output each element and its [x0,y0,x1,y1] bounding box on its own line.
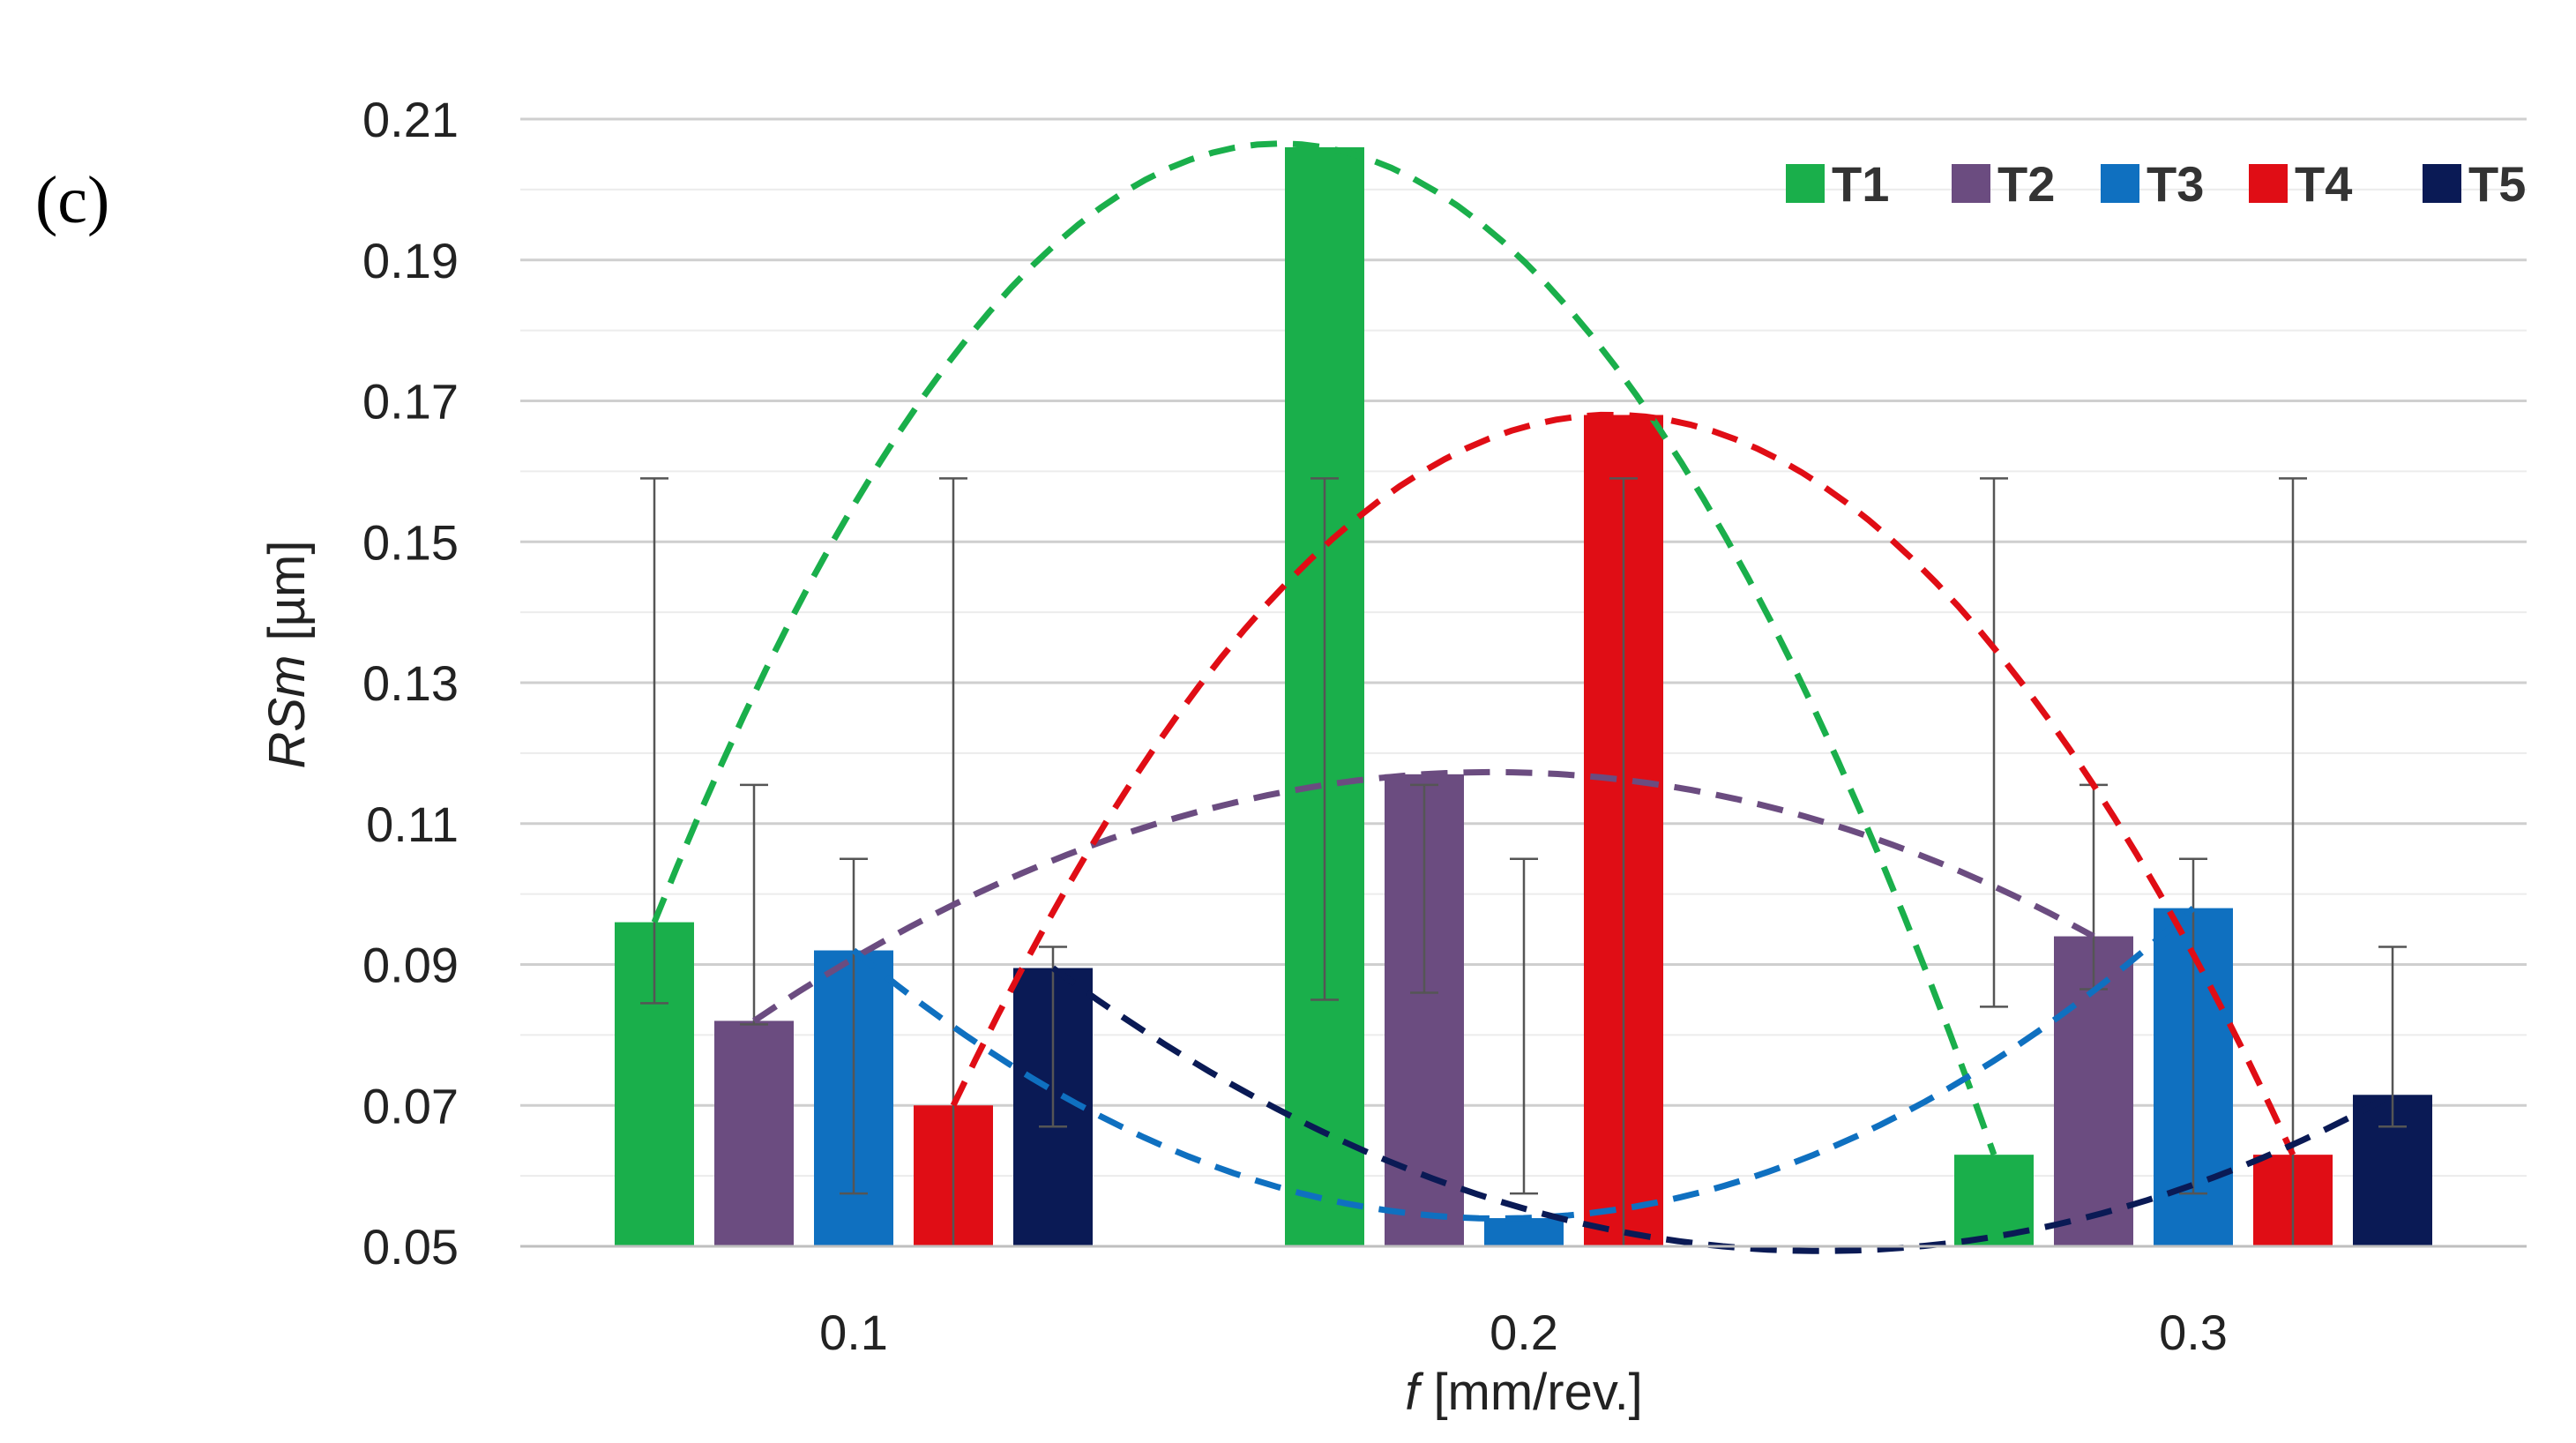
legend-item-t5: T5 [2423,156,2526,212]
x-tick-labels: 0.1 0.2 0.3 [819,1305,2228,1360]
legend-swatch [2249,164,2288,203]
legend-label: T2 [1997,156,2055,212]
error-bar-t3-f0.1 [840,857,868,1195]
legend-swatch [1786,164,1825,203]
y-tick-label: 0.09 [362,938,459,993]
trendline-t2 [752,768,2095,1024]
error-bar-t1-f0.2 [1310,477,1339,1001]
error-bar-t3-f0.2 [1510,857,1538,1195]
y-tick-label: 0.19 [362,233,459,288]
x-tick-label: 0.1 [819,1305,888,1360]
y-tick-label: 0.05 [362,1219,459,1275]
x-tick-label: 0.3 [2159,1305,2228,1360]
legend-item-t2: T2 [1952,156,2055,212]
error-bars [640,477,2407,1248]
y-tick-label: 0.21 [362,92,459,147]
legend-label: T3 [2147,156,2204,212]
legend-item-t1: T1 [1786,156,1889,212]
legend-item-t3: T3 [2101,156,2204,212]
error-bar-t4-f0.3 [2279,477,2307,1248]
trendline-t4 [950,411,2296,1156]
legend-swatch [2101,164,2139,203]
y-tick-label: 0.07 [362,1078,459,1133]
legend-label: T1 [1832,156,1889,212]
trendline-t3 [851,905,2196,1222]
legend-swatch [2423,164,2461,203]
error-bar-t5-f0.3 [2378,946,2407,1128]
legend-label: T4 [2295,156,2352,212]
error-bar-t5-f0.1 [1039,946,1067,1128]
y-tick-label: 0.13 [362,655,459,711]
y-tick-label: 0.11 [366,796,459,852]
legend-swatch [1952,164,1990,203]
bar-t2-f0.1 [714,1021,794,1246]
x-axis-title: f [mm/rev.] [1405,1364,1643,1421]
y-axis-title: RSm [µm] [258,541,316,769]
panel-label: (c) [35,163,109,237]
legend-label: T5 [2468,156,2526,212]
legend-item-t4: T4 [2249,156,2352,212]
y-tick-label: 0.15 [362,514,459,570]
x-tick-label: 0.2 [1490,1305,1558,1360]
error-bar-t2-f0.2 [1410,783,1438,994]
trendline-t1 [651,140,1997,1156]
legend: T1 T2 T3 T4 T5 [1786,156,2526,212]
error-bar-t2-f0.1 [740,783,768,1026]
error-bar-t1-f0.3 [1980,477,2008,1008]
y-tick-labels: 0.05 0.07 0.09 0.11 0.13 0.15 0.17 0.19 0.21 [362,92,459,1275]
y-tick-label: 0.17 [362,374,459,430]
bar-t3-f0.2 [1484,1218,1564,1246]
error-bar-t3-f0.3 [2179,857,2207,1195]
